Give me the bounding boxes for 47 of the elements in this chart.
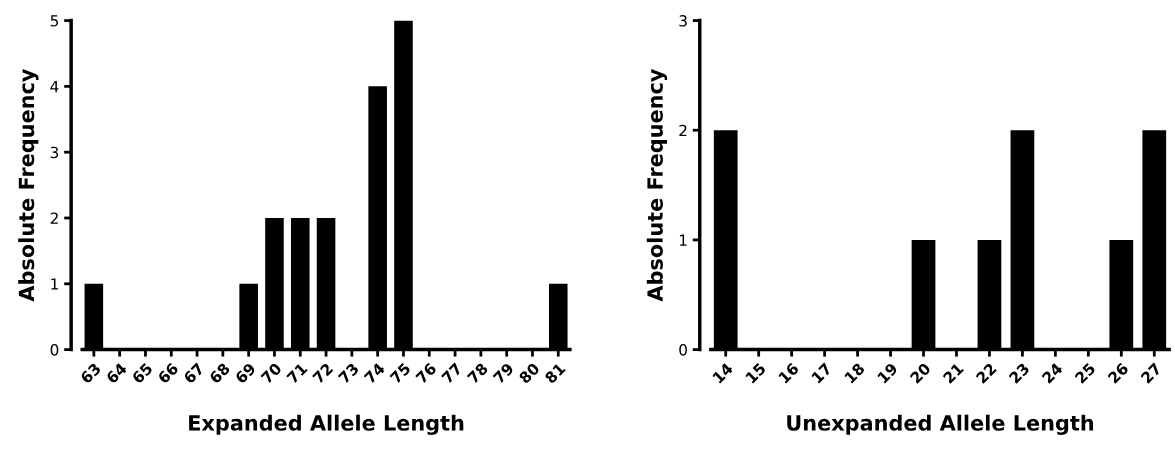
y-tick-label: 3	[50, 146, 59, 159]
x-tick-label: 72	[311, 362, 334, 384]
x-tick-label: 15	[745, 362, 767, 384]
x-tick-label: 68	[208, 362, 231, 385]
x-tick-label: 80	[518, 362, 541, 385]
y-tick-label: 1	[679, 234, 687, 246]
x-tick-label: 16	[778, 362, 800, 384]
x-tick-label: 22	[975, 362, 997, 384]
x-tick-label: 78	[466, 362, 489, 385]
x-tick-label: 63	[79, 362, 102, 385]
x-tick-label: 79	[492, 362, 515, 385]
x-tick-label: 65	[131, 362, 154, 385]
x-tick-label: 81	[544, 362, 566, 385]
x-tick-label: 24	[1041, 362, 1064, 384]
x-tick-label: 66	[157, 362, 180, 385]
x-tick-label: 23	[1008, 362, 1030, 384]
y-tick-label: 2	[679, 124, 687, 137]
y-tick-label: 5	[50, 15, 58, 27]
x-tick-label: 70	[260, 362, 283, 385]
y-axis-title: Absolute Frequency	[18, 68, 39, 302]
x-tick-label: 71	[286, 362, 308, 384]
x-tick-label: 14	[712, 362, 734, 384]
x-tick-label: 67	[182, 362, 205, 385]
x-tick-label: 27	[1140, 362, 1162, 384]
y-tick-label: 0	[50, 344, 59, 356]
x-tick-label: 76	[415, 362, 438, 385]
y-tick-label: 4	[50, 81, 59, 93]
x-axis-title: Expanded Allele Length	[189, 414, 464, 435]
x-tick-label: 25	[1074, 362, 1096, 384]
x-tick-label: 17	[811, 362, 832, 384]
y-tick-label: 2	[50, 212, 58, 224]
x-tick-label: 18	[843, 362, 866, 384]
x-axis-title: Unexpanded Allele Length	[787, 414, 1094, 435]
x-tick-label: 19	[876, 362, 899, 384]
x-tick-label: 77	[441, 362, 463, 384]
x-tick-label: 64	[105, 362, 128, 385]
x-tick-label: 75	[389, 362, 412, 385]
x-tick-label: 21	[942, 362, 964, 384]
x-tick-label: 20	[909, 362, 932, 384]
x-tick-label: 74	[363, 362, 386, 384]
y-axis-title: Absolute Frequency	[646, 68, 668, 302]
y-tick-label: 3	[679, 15, 687, 27]
y-tick-label: 0	[679, 344, 687, 356]
y-tick-label: 1	[51, 278, 58, 290]
x-tick-label: 69	[234, 362, 257, 385]
x-tick-label: 73	[337, 362, 360, 385]
x-tick-label: 26	[1107, 362, 1130, 384]
